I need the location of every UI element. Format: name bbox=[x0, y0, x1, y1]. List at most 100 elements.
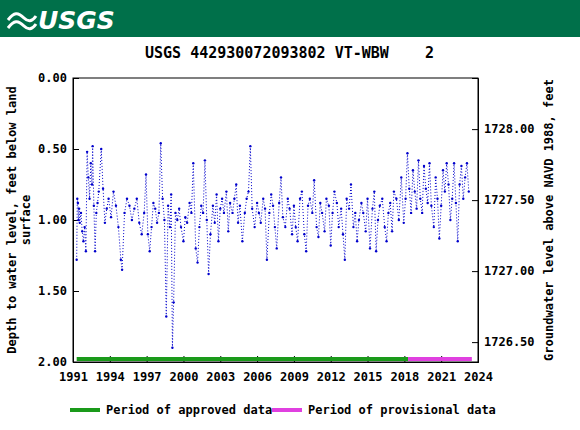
data-point bbox=[313, 179, 315, 181]
y-axis: 0.000.501.001.502.00 bbox=[38, 71, 79, 369]
tick-label: 2009 bbox=[280, 370, 309, 384]
data-point bbox=[195, 247, 197, 249]
data-point bbox=[145, 173, 147, 175]
tick-mark bbox=[472, 129, 478, 130]
data-point bbox=[274, 226, 276, 228]
axis-line bbox=[74, 79, 80, 363]
data-point bbox=[395, 198, 397, 200]
tick-mark bbox=[73, 362, 79, 363]
data-point bbox=[107, 198, 109, 200]
data-point bbox=[169, 226, 171, 228]
data-point bbox=[206, 219, 208, 221]
data-point bbox=[296, 240, 298, 242]
data-point bbox=[342, 233, 344, 235]
data-point bbox=[207, 273, 209, 275]
plot-frame bbox=[73, 78, 478, 362]
tick: 2.00 bbox=[38, 355, 79, 369]
data-point bbox=[214, 222, 216, 224]
data-point bbox=[163, 219, 165, 221]
data-point bbox=[398, 219, 400, 221]
data-point bbox=[328, 205, 330, 207]
data-point bbox=[336, 202, 338, 204]
data-point bbox=[280, 176, 282, 178]
data-point bbox=[217, 240, 219, 242]
data-point bbox=[227, 230, 229, 232]
data-point bbox=[436, 198, 438, 200]
data-point bbox=[215, 193, 217, 195]
tick-label: 2003 bbox=[206, 370, 235, 384]
data-point bbox=[321, 212, 323, 214]
data-point bbox=[369, 247, 371, 249]
data-point bbox=[447, 183, 449, 185]
data-point bbox=[276, 247, 278, 249]
data-point bbox=[375, 250, 377, 252]
data-point bbox=[466, 162, 468, 164]
data-point bbox=[95, 212, 97, 214]
data-point bbox=[468, 190, 470, 192]
data-point bbox=[301, 190, 303, 192]
data-line bbox=[77, 143, 469, 347]
tick: 0.50 bbox=[38, 142, 79, 156]
data-point bbox=[198, 226, 200, 228]
data-point bbox=[293, 205, 295, 207]
data-point bbox=[260, 222, 262, 224]
data-point bbox=[221, 198, 223, 200]
data-point bbox=[171, 347, 173, 349]
data-point bbox=[78, 207, 80, 209]
data-point bbox=[86, 151, 88, 153]
data-point bbox=[371, 207, 373, 209]
data-point bbox=[365, 230, 367, 232]
data-point bbox=[165, 315, 167, 317]
data-point bbox=[96, 202, 98, 204]
chart-title: USGS 442930072093802 VT-WBW 2 bbox=[145, 44, 434, 62]
data-point bbox=[460, 165, 462, 167]
data-point bbox=[88, 198, 90, 200]
data-point bbox=[85, 250, 87, 252]
legend-swatch bbox=[272, 408, 302, 412]
tick: 1727.00 bbox=[472, 264, 535, 278]
data-point bbox=[449, 219, 451, 221]
data-point bbox=[172, 301, 174, 303]
data-point bbox=[458, 183, 460, 185]
data-point bbox=[438, 237, 440, 239]
tick-label: 1727.00 bbox=[484, 264, 535, 278]
plot-area bbox=[75, 142, 471, 359]
y2-axis: 1726.501727.001727.501728.00 bbox=[472, 79, 535, 363]
data-point bbox=[167, 205, 169, 207]
tick-mark bbox=[472, 200, 478, 201]
data-point bbox=[284, 226, 286, 228]
data-point bbox=[93, 205, 95, 207]
data-point bbox=[455, 202, 457, 204]
data-point bbox=[182, 240, 184, 242]
data-point bbox=[423, 165, 425, 167]
data-point bbox=[100, 148, 102, 150]
data-point bbox=[104, 222, 106, 224]
tick-mark bbox=[472, 271, 478, 272]
tick: 1728.00 bbox=[472, 122, 535, 136]
logo-text: USGS bbox=[38, 6, 115, 35]
data-point bbox=[121, 269, 123, 271]
data-point bbox=[278, 202, 280, 204]
data-point bbox=[160, 142, 162, 144]
data-point bbox=[433, 226, 435, 228]
header-banner bbox=[0, 0, 580, 37]
data-point bbox=[249, 145, 251, 147]
data-point bbox=[268, 212, 270, 214]
data-point bbox=[174, 212, 176, 214]
data-point bbox=[338, 226, 340, 228]
tick-label: 2024 bbox=[464, 370, 493, 384]
data-point bbox=[317, 236, 319, 238]
data-point bbox=[356, 240, 358, 242]
data-point bbox=[98, 190, 100, 192]
data-point bbox=[389, 202, 391, 204]
data-point bbox=[219, 207, 221, 209]
data-point bbox=[245, 198, 247, 200]
data-point bbox=[112, 190, 114, 192]
data-point bbox=[414, 190, 416, 192]
data-point bbox=[408, 188, 410, 190]
data-point bbox=[110, 216, 112, 218]
chart-root: USGSUSGS 442930072093802 VT-WBW 21991199… bbox=[0, 0, 580, 430]
tick-label: 2006 bbox=[243, 370, 272, 384]
data-point bbox=[239, 205, 241, 207]
data-point bbox=[202, 212, 204, 214]
